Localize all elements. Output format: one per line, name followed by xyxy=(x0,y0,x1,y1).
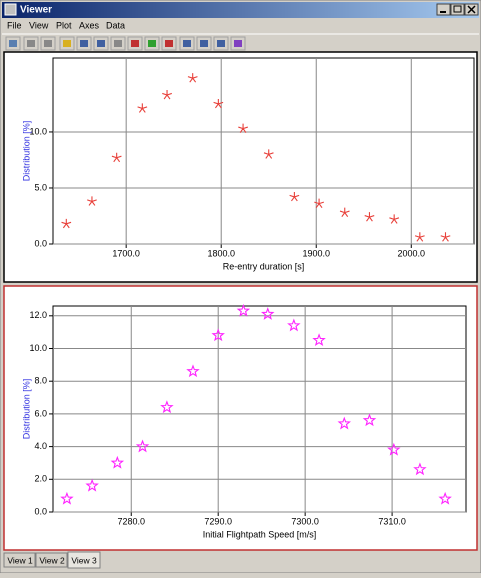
x-tick-label: 7310.0 xyxy=(378,516,406,526)
y-tick-label: 12.0 xyxy=(29,310,47,320)
data-point xyxy=(362,413,377,427)
data-point xyxy=(187,73,198,83)
plot-area xyxy=(52,305,467,513)
data-point xyxy=(261,307,275,320)
data-point xyxy=(414,232,425,242)
title-bar xyxy=(2,2,479,18)
toolbar-icon xyxy=(183,40,191,47)
data-point xyxy=(135,439,150,453)
menu-item[interactable]: Data xyxy=(106,20,125,30)
data-point xyxy=(364,212,375,222)
y-tick-label: 0.0 xyxy=(34,506,47,516)
data-point xyxy=(213,98,224,109)
menu-item[interactable]: View xyxy=(29,20,49,30)
tab-label: View 2 xyxy=(39,555,65,565)
y-tick-label: 8.0 xyxy=(34,376,47,386)
data-point xyxy=(238,123,248,133)
data-point xyxy=(160,400,174,414)
icon xyxy=(467,5,476,14)
icon xyxy=(453,5,462,13)
x-tick-label: 7300.0 xyxy=(291,516,319,526)
data-point xyxy=(287,318,301,332)
y-tick-label: 10.0 xyxy=(29,126,47,136)
toolbar-icon xyxy=(9,40,17,47)
tab-label: View 1 xyxy=(7,555,33,565)
data-point xyxy=(438,491,452,505)
data-point xyxy=(110,455,125,469)
toolbar-icon xyxy=(44,40,52,47)
data-point xyxy=(61,218,72,229)
data-point xyxy=(137,103,148,113)
x-tick-label: 7280.0 xyxy=(117,516,145,526)
toolbar-icon xyxy=(234,40,242,47)
data-point xyxy=(85,478,99,492)
window-title: Viewer xyxy=(20,5,52,16)
toolbar-icon xyxy=(27,40,35,47)
data-point xyxy=(236,303,251,317)
charts: 1700.0 1800.0 1900.0 2000.0 0.0 5.0 10.0 Re-ent… xyxy=(21,57,475,539)
data-point xyxy=(111,152,122,163)
y-axis-label: Distribution [%] xyxy=(21,121,31,182)
tab-bar: View 1 View 2 View 3 xyxy=(3,551,101,569)
x-axis-label: Re-entry duration [s] xyxy=(223,261,305,271)
y-tick-label: 4.0 xyxy=(34,441,47,451)
data-point xyxy=(263,149,274,159)
x-tick-label: 1900.0 xyxy=(302,248,330,258)
app-icon xyxy=(4,3,17,16)
toolbar-icon xyxy=(148,40,156,47)
toolbar-icon xyxy=(114,40,122,47)
x-tick-label: 2000.0 xyxy=(398,248,426,258)
x-tick-label: 1700.0 xyxy=(112,248,140,258)
x-tick-label: 7290.0 xyxy=(204,516,232,526)
y-tick-label: 0.0 xyxy=(34,238,47,248)
toolbar-icon xyxy=(200,40,208,47)
data-point xyxy=(60,491,74,505)
toolbar-icon xyxy=(97,40,105,47)
maximize-button[interactable] xyxy=(450,3,465,16)
toolbar xyxy=(5,36,246,51)
tab[interactable] xyxy=(67,551,101,569)
menu-item[interactable]: Axes xyxy=(79,20,100,30)
data-point xyxy=(339,207,350,217)
data-point xyxy=(314,198,325,209)
tab-label: View 3 xyxy=(71,555,97,565)
toolbar-icon xyxy=(131,40,139,47)
y-tick-label: 2.0 xyxy=(34,474,47,484)
data-point xyxy=(162,89,172,100)
tab[interactable] xyxy=(3,552,36,568)
data-point xyxy=(413,462,427,476)
y-tick-label: 5.0 xyxy=(34,182,47,192)
menu-item[interactable]: Plot xyxy=(56,20,72,30)
data-point xyxy=(289,191,300,202)
plot-area xyxy=(52,57,475,245)
toolbar-icon xyxy=(165,40,173,47)
toolbar-icon xyxy=(217,40,225,47)
data-point xyxy=(211,328,225,342)
menu-bar: File View Plot Axes Data xyxy=(7,20,125,30)
data-point xyxy=(312,333,326,347)
minimize-button[interactable] xyxy=(436,3,451,16)
tab[interactable] xyxy=(35,552,68,568)
toolbar-icon xyxy=(80,40,88,47)
toolbar-icon xyxy=(63,40,71,47)
data-point xyxy=(440,232,451,242)
x-axis-label: Initial Flightpath Speed [m/s] xyxy=(203,529,317,539)
data-point xyxy=(87,196,97,206)
data-point xyxy=(337,416,351,430)
y-axis-label: Distribution [%] xyxy=(21,379,31,440)
y-tick-label: 10.0 xyxy=(29,343,47,353)
data-point xyxy=(186,364,200,378)
x-tick-label: 1800.0 xyxy=(207,248,235,258)
menu-item[interactable]: File xyxy=(7,20,22,30)
data-point xyxy=(387,442,401,456)
data-point xyxy=(389,214,400,224)
y-tick-label: 6.0 xyxy=(34,408,47,418)
window-buttons xyxy=(436,3,479,16)
